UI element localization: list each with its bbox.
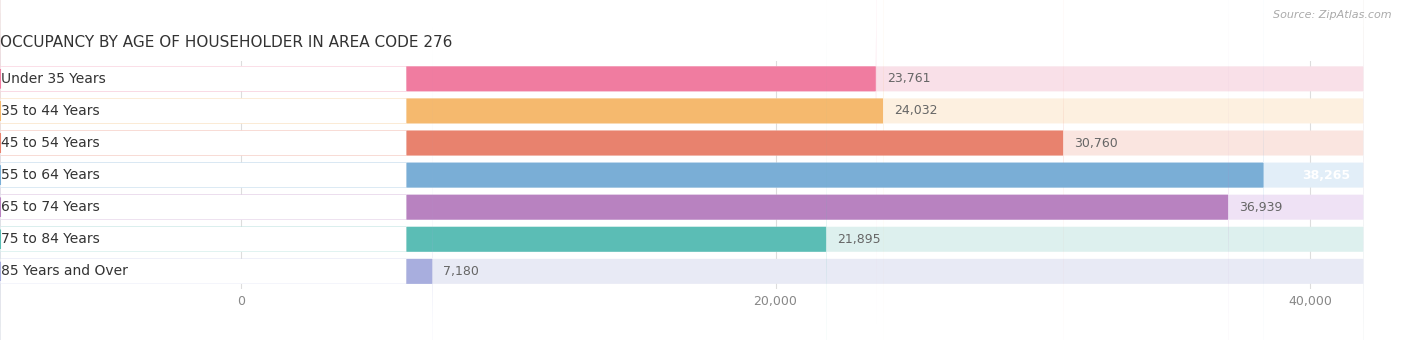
Text: 65 to 74 Years: 65 to 74 Years [1, 200, 100, 214]
FancyBboxPatch shape [0, 0, 1364, 340]
FancyBboxPatch shape [0, 0, 406, 340]
FancyBboxPatch shape [0, 0, 883, 340]
Text: 85 Years and Over: 85 Years and Over [1, 265, 128, 278]
FancyBboxPatch shape [0, 0, 1063, 340]
Text: 21,895: 21,895 [837, 233, 880, 246]
FancyBboxPatch shape [0, 0, 1364, 340]
FancyBboxPatch shape [0, 0, 1364, 340]
Text: Source: ZipAtlas.com: Source: ZipAtlas.com [1274, 10, 1392, 20]
FancyBboxPatch shape [0, 27, 406, 340]
Text: 24,032: 24,032 [894, 104, 938, 117]
FancyBboxPatch shape [0, 0, 876, 323]
FancyBboxPatch shape [0, 27, 1364, 340]
Text: 36,939: 36,939 [1239, 201, 1282, 214]
Text: 45 to 54 Years: 45 to 54 Years [1, 136, 100, 150]
FancyBboxPatch shape [0, 0, 1229, 340]
Text: 7,180: 7,180 [443, 265, 479, 278]
Text: OCCUPANCY BY AGE OF HOUSEHOLDER IN AREA CODE 276: OCCUPANCY BY AGE OF HOUSEHOLDER IN AREA … [0, 35, 453, 50]
FancyBboxPatch shape [0, 0, 406, 340]
Text: 35 to 44 Years: 35 to 44 Years [1, 104, 100, 118]
Text: 30,760: 30,760 [1074, 137, 1118, 150]
FancyBboxPatch shape [0, 0, 406, 323]
FancyBboxPatch shape [0, 0, 1364, 323]
Text: 23,761: 23,761 [887, 72, 931, 85]
FancyBboxPatch shape [0, 0, 827, 340]
FancyBboxPatch shape [0, 0, 406, 340]
Text: Under 35 Years: Under 35 Years [1, 72, 105, 86]
Text: 38,265: 38,265 [1302, 169, 1350, 182]
Text: 75 to 84 Years: 75 to 84 Years [1, 232, 100, 246]
FancyBboxPatch shape [0, 0, 406, 340]
Text: 55 to 64 Years: 55 to 64 Years [1, 168, 100, 182]
FancyBboxPatch shape [0, 0, 406, 340]
FancyBboxPatch shape [0, 0, 1364, 340]
FancyBboxPatch shape [0, 27, 433, 340]
FancyBboxPatch shape [0, 0, 1264, 340]
FancyBboxPatch shape [0, 0, 1364, 340]
